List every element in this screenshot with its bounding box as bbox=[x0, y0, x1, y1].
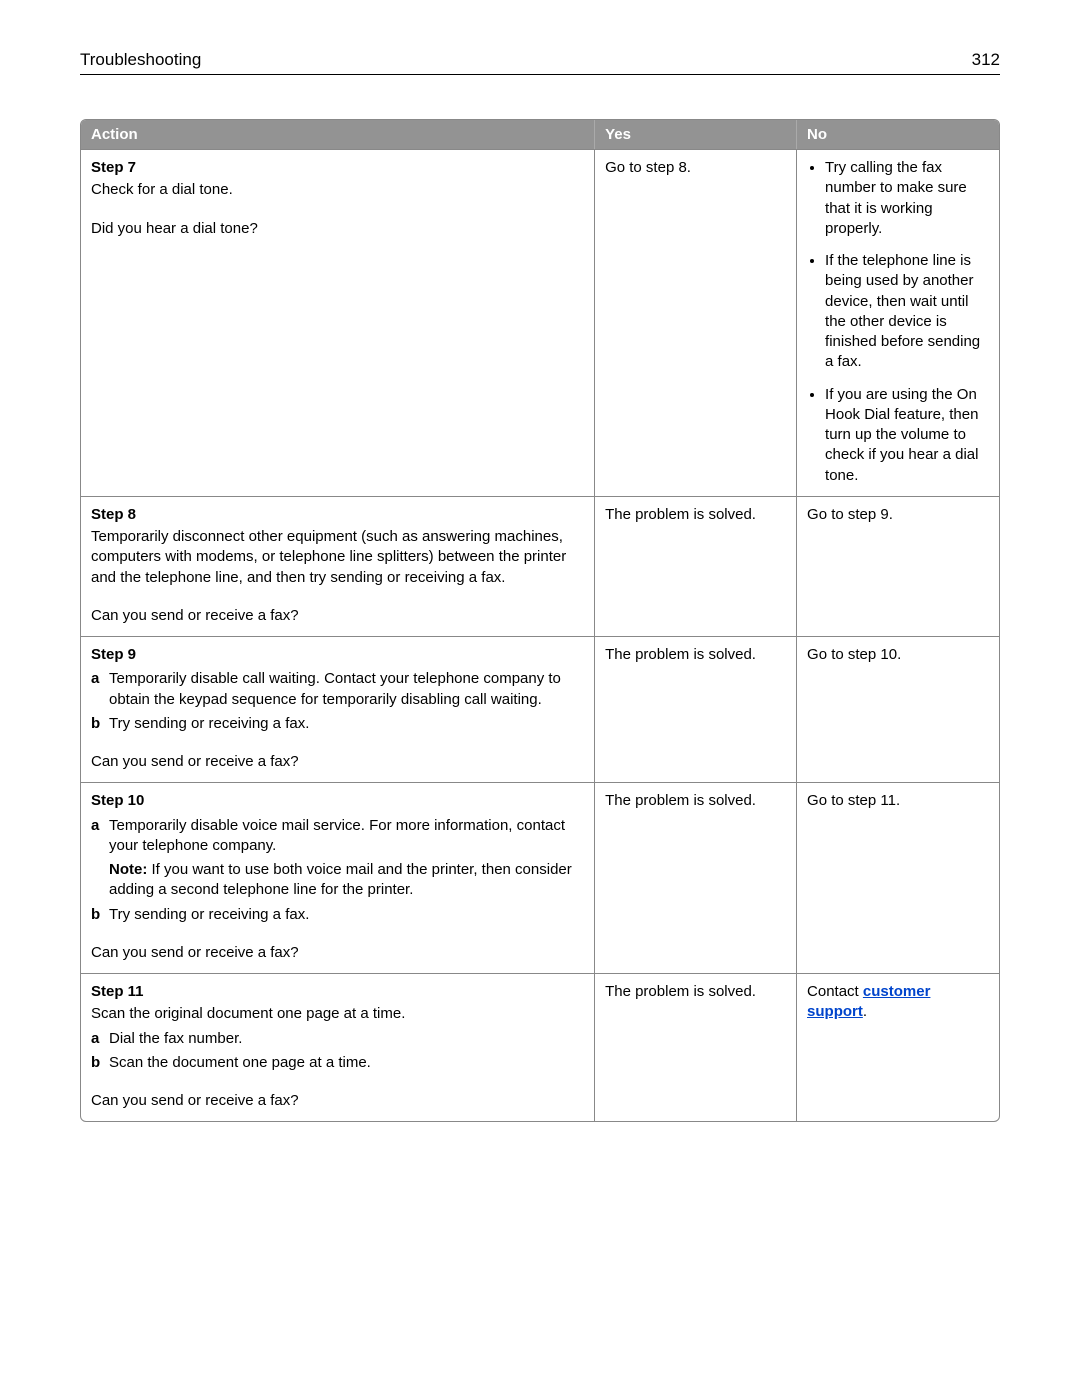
col-header-action: Action bbox=[81, 120, 595, 149]
col-header-yes: Yes bbox=[595, 120, 797, 149]
step-text: Check for a dial tone. bbox=[91, 180, 584, 200]
no-cell: Go to step 10. bbox=[797, 636, 999, 782]
table-row: Step 7 Check for a dial tone. Did you he… bbox=[81, 149, 999, 496]
table-row: Step 10 a Temporarily disable voice mail… bbox=[81, 782, 999, 973]
yes-cell: The problem is solved. bbox=[595, 782, 797, 973]
note-text: If you want to use both voice mail and t… bbox=[109, 861, 572, 898]
header-title: Troubleshooting bbox=[80, 50, 201, 70]
sub-text: Temporarily disable voice mail service. … bbox=[109, 816, 584, 857]
sub-text: Dial the fax number. bbox=[109, 1029, 584, 1049]
sub-label-a: a bbox=[91, 1029, 109, 1049]
step-title: Step 9 bbox=[91, 645, 584, 665]
step-question: Can you send or receive a fax? bbox=[91, 943, 584, 963]
sub-step-list: a Temporarily disable voice mail service… bbox=[91, 816, 584, 857]
list-item: a Temporarily disable voice mail service… bbox=[91, 816, 584, 857]
note-label: Note: bbox=[109, 861, 147, 878]
sub-step-list: a Dial the fax number. b Scan the docume… bbox=[91, 1029, 584, 1074]
list-item: If the telephone line is being used by a… bbox=[825, 251, 989, 373]
table-row: Step 8 Temporarily disconnect other equi… bbox=[81, 496, 999, 636]
sub-text: Temporarily disable call waiting. Contac… bbox=[109, 669, 584, 710]
note: Note: If you want to use both voice mail… bbox=[109, 860, 584, 901]
no-suffix: . bbox=[863, 1003, 867, 1020]
sub-label-a: a bbox=[91, 816, 109, 857]
step-question: Did you hear a dial tone? bbox=[91, 219, 584, 239]
step-title: Step 7 bbox=[91, 158, 584, 178]
col-header-no: No bbox=[797, 120, 999, 149]
sub-step-list: a Temporarily disable call waiting. Cont… bbox=[91, 669, 584, 734]
sub-label-b: b bbox=[91, 905, 109, 925]
table-row: Step 11 Scan the original document one p… bbox=[81, 973, 999, 1121]
action-cell: Step 7 Check for a dial tone. Did you he… bbox=[81, 149, 595, 496]
no-prefix: Contact bbox=[807, 983, 863, 1000]
step-text: Temporarily disconnect other equipment (… bbox=[91, 527, 584, 588]
no-cell: Go to step 9. bbox=[797, 496, 999, 636]
sub-text: Try sending or receiving a fax. bbox=[109, 714, 584, 734]
step-question: Can you send or receive a fax? bbox=[91, 606, 584, 626]
page-number: 312 bbox=[972, 50, 1000, 70]
action-cell: Step 9 a Temporarily disable call waitin… bbox=[81, 636, 595, 782]
sub-text: Try sending or receiving a fax. bbox=[109, 905, 584, 925]
troubleshooting-table: Action Yes No Step 7 Check for a dial to… bbox=[80, 119, 1000, 1122]
table-row: Step 9 a Temporarily disable call waitin… bbox=[81, 636, 999, 782]
list-item: b Try sending or receiving a fax. bbox=[91, 905, 584, 925]
list-item: If you are using the On Hook Dial featur… bbox=[825, 385, 989, 486]
list-item: b Try sending or receiving a fax. bbox=[91, 714, 584, 734]
sub-label-b: b bbox=[91, 1053, 109, 1073]
sub-step-list: b Try sending or receiving a fax. bbox=[91, 905, 584, 925]
list-item: a Dial the fax number. bbox=[91, 1029, 584, 1049]
page-header: Troubleshooting 312 bbox=[80, 50, 1000, 75]
list-item: a Temporarily disable call waiting. Cont… bbox=[91, 669, 584, 710]
table-header-row: Action Yes No bbox=[81, 120, 999, 149]
sub-label-a: a bbox=[91, 669, 109, 710]
list-item: b Scan the document one page at a time. bbox=[91, 1053, 584, 1073]
yes-cell: The problem is solved. bbox=[595, 973, 797, 1121]
sub-text: Scan the document one page at a time. bbox=[109, 1053, 584, 1073]
no-cell: Go to step 11. bbox=[797, 782, 999, 973]
document-page: Troubleshooting 312 Action Yes No Step 7… bbox=[0, 0, 1080, 1182]
yes-cell: The problem is solved. bbox=[595, 496, 797, 636]
sub-label-b: b bbox=[91, 714, 109, 734]
action-cell: Step 8 Temporarily disconnect other equi… bbox=[81, 496, 595, 636]
action-cell: Step 11 Scan the original document one p… bbox=[81, 973, 595, 1121]
yes-cell: The problem is solved. bbox=[595, 636, 797, 782]
step-question: Can you send or receive a fax? bbox=[91, 1091, 584, 1111]
no-cell: Try calling the fax number to make sure … bbox=[797, 149, 999, 496]
step-title: Step 10 bbox=[91, 791, 584, 811]
action-cell: Step 10 a Temporarily disable voice mail… bbox=[81, 782, 595, 973]
list-item: Try calling the fax number to make sure … bbox=[825, 158, 989, 239]
no-bullet-list: Try calling the fax number to make sure … bbox=[807, 158, 989, 486]
step-title: Step 11 bbox=[91, 982, 584, 1002]
step-text: Scan the original document one page at a… bbox=[91, 1004, 584, 1024]
yes-cell: Go to step 8. bbox=[595, 149, 797, 496]
step-title: Step 8 bbox=[91, 505, 584, 525]
step-question: Can you send or receive a fax? bbox=[91, 752, 584, 772]
no-cell: Contact customer support. bbox=[797, 973, 999, 1121]
